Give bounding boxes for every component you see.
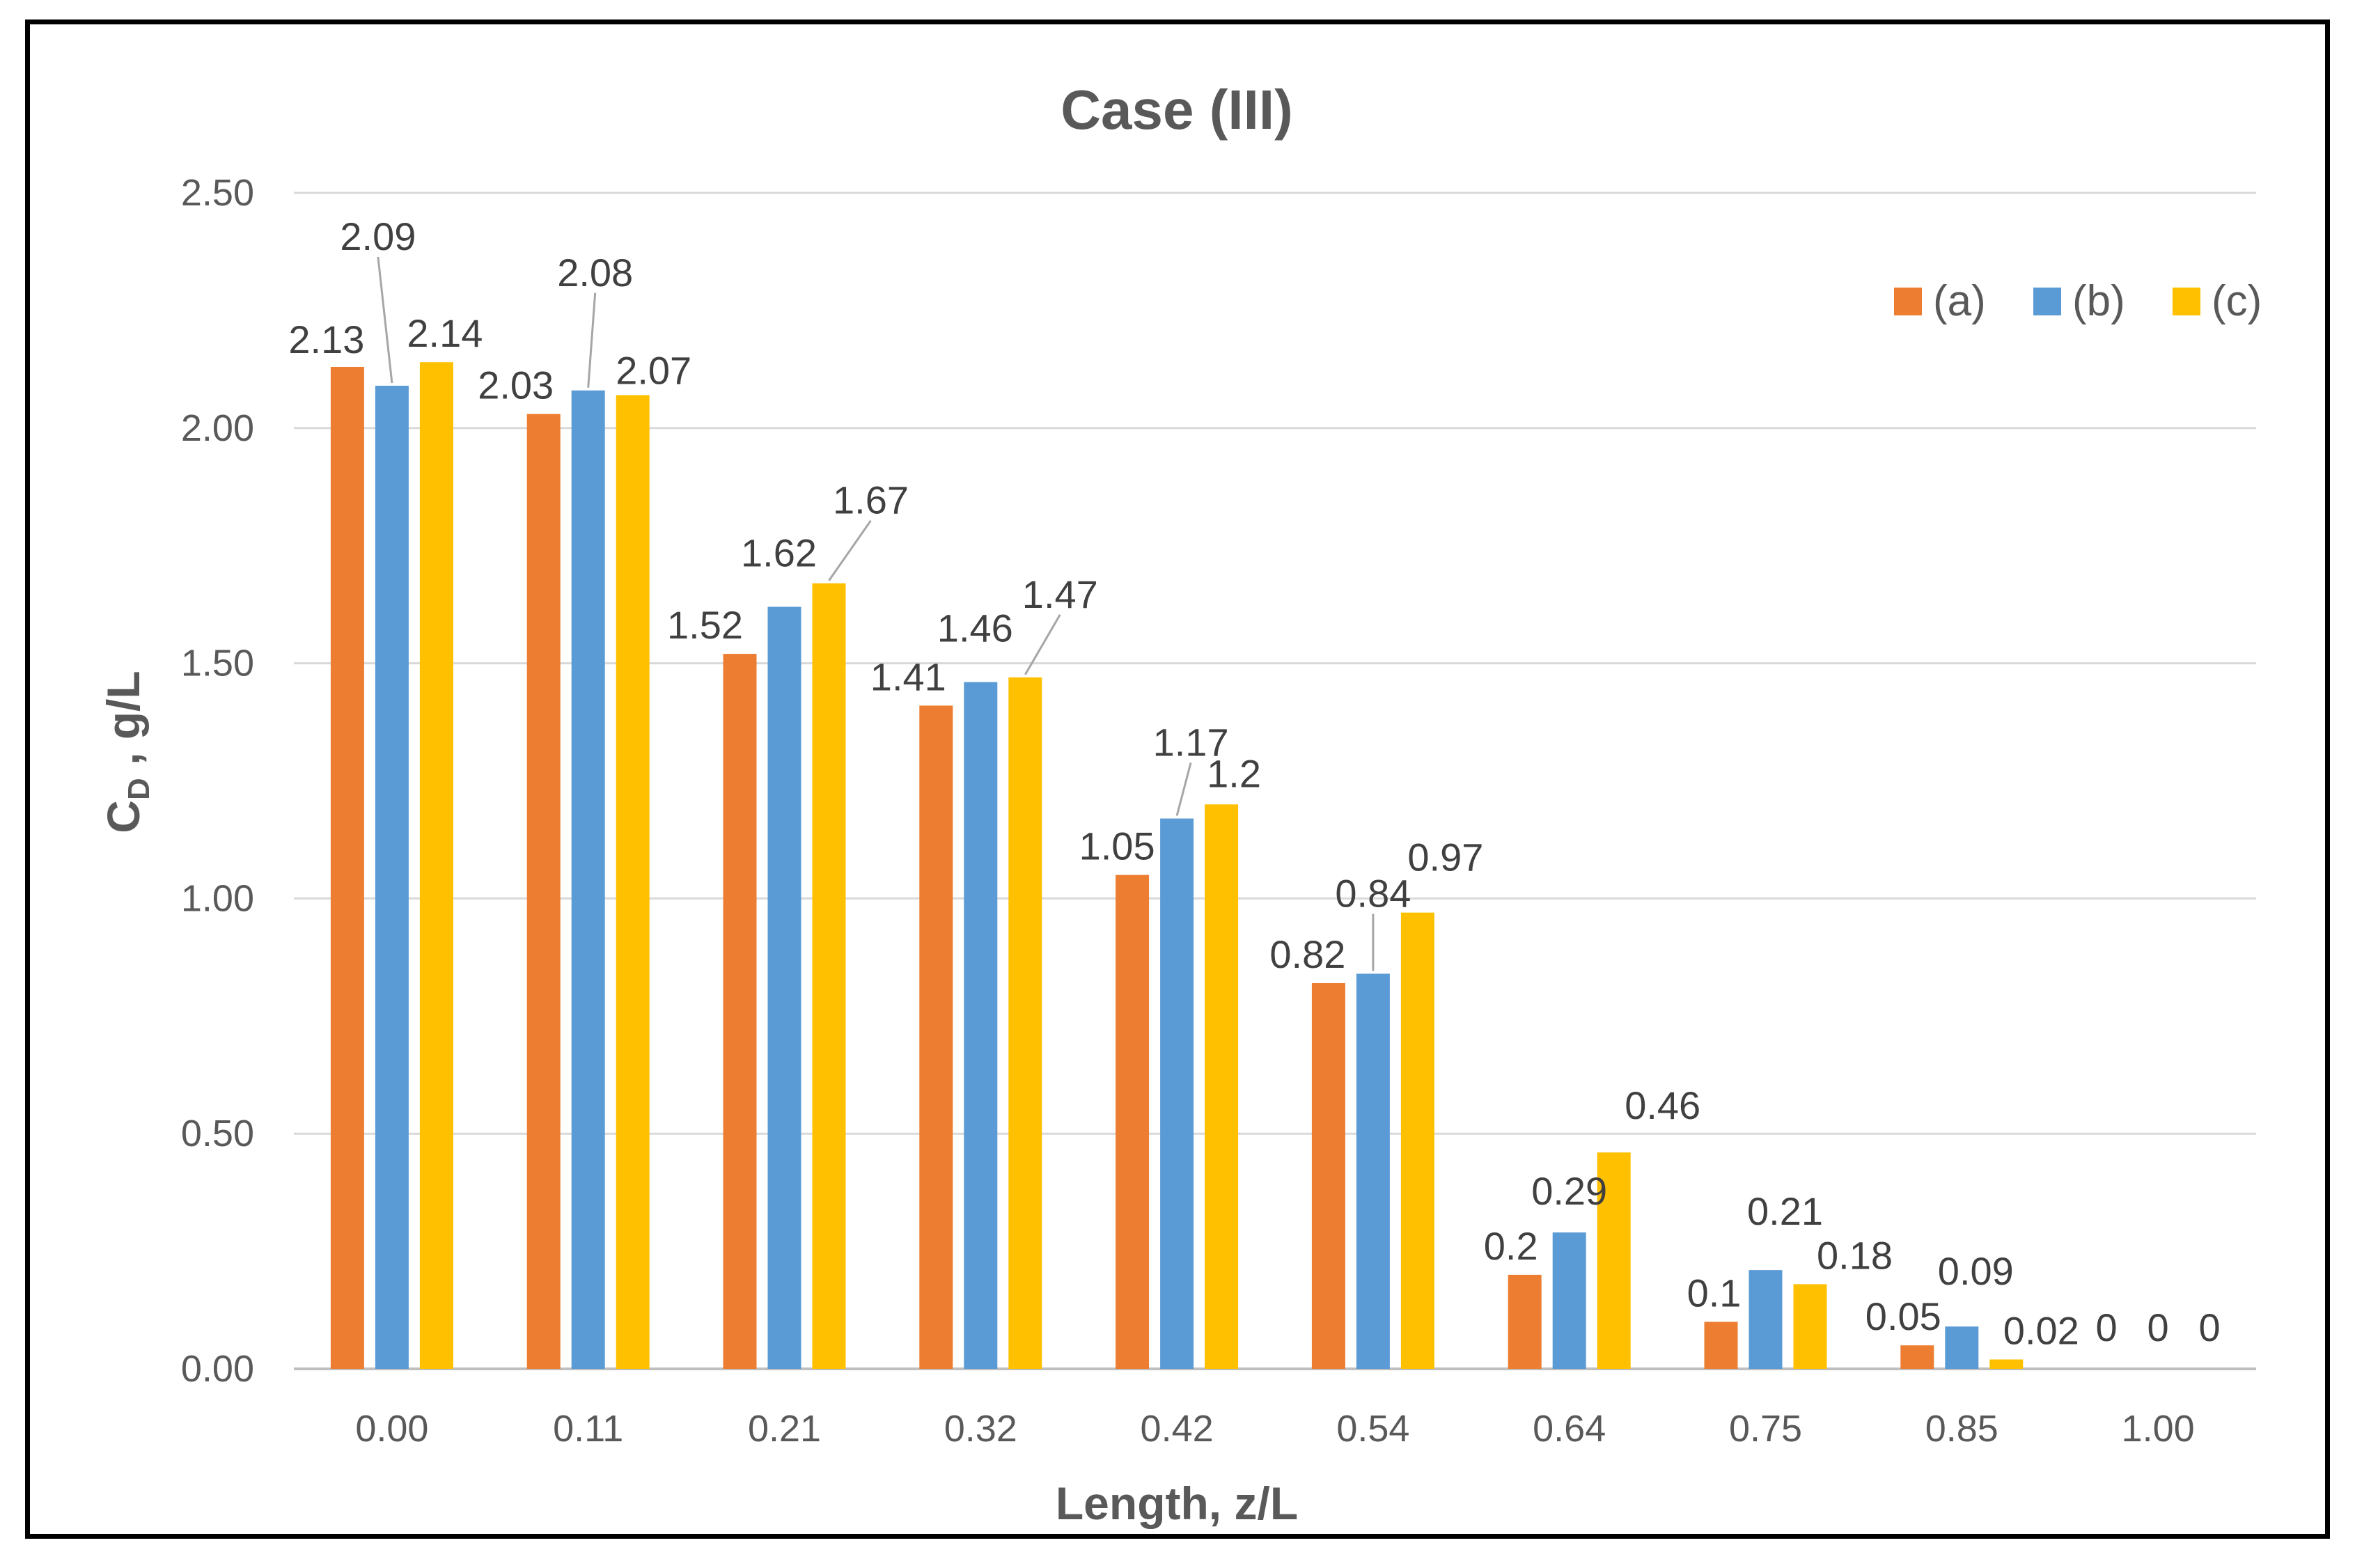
data-label: 1.17 <box>1153 721 1229 765</box>
leader-line <box>377 256 393 384</box>
data-label: 0 <box>2199 1306 2221 1349</box>
data-label: 2.08 <box>557 251 633 295</box>
bar <box>526 414 561 1369</box>
bar <box>1597 1152 1631 1369</box>
legend-swatch <box>2033 288 2061 315</box>
bar <box>1900 1345 1934 1369</box>
bar <box>1748 1270 1783 1369</box>
data-label: 0.46 <box>1625 1083 1700 1127</box>
data-label: 1.41 <box>870 654 946 698</box>
data-label: 2.09 <box>340 214 416 258</box>
data-label: 0 <box>2147 1306 2169 1349</box>
y-tick-label: 0.00 <box>181 1348 254 1390</box>
legend-swatch <box>2173 288 2200 315</box>
data-label: 0.97 <box>1407 836 1483 879</box>
data-label: 0.82 <box>1269 932 1345 976</box>
bar <box>812 583 846 1369</box>
x-tick-label: 0.64 <box>1533 1408 1606 1450</box>
bar <box>616 395 650 1369</box>
data-label: 2.07 <box>616 349 691 393</box>
data-label: 2.03 <box>478 363 554 407</box>
data-label: 0.05 <box>1865 1294 1941 1338</box>
bar <box>1311 983 1345 1369</box>
data-label: 0.84 <box>1335 871 1411 915</box>
data-label: 1.05 <box>1079 824 1155 868</box>
data-label: 0.21 <box>1747 1189 1823 1233</box>
data-label: 0.18 <box>1817 1233 1893 1277</box>
data-label: 1.67 <box>833 478 909 522</box>
y-tick-label: 0.50 <box>181 1113 254 1154</box>
data-label: 0.09 <box>1938 1249 2014 1293</box>
x-tick-label: 0.11 <box>553 1408 623 1450</box>
bar <box>1508 1274 1542 1369</box>
x-tick-label: 0.85 <box>1925 1408 1998 1450</box>
bar <box>1008 677 1042 1369</box>
data-label: 1.46 <box>937 606 1013 650</box>
bar <box>919 705 953 1369</box>
data-label: 0.02 <box>2003 1308 2079 1352</box>
bar <box>330 366 364 1370</box>
y-tick-label: 2.00 <box>181 407 254 449</box>
bar <box>571 390 605 1370</box>
bar <box>1989 1359 2024 1369</box>
data-label: 0.29 <box>1531 1169 1607 1213</box>
bar <box>1945 1326 1979 1369</box>
x-tick-label: 0.21 <box>748 1408 821 1450</box>
x-tick-label: 0.54 <box>1336 1408 1409 1450</box>
data-label: 2.13 <box>288 317 364 361</box>
bar <box>1116 875 1150 1369</box>
data-label: 1.62 <box>741 531 817 575</box>
legend-label: (a) <box>1933 277 1986 325</box>
x-tick-label: 1.00 <box>2122 1408 2195 1450</box>
data-label: 1.47 <box>1022 572 1098 616</box>
bar <box>964 682 998 1369</box>
bar <box>419 362 453 1369</box>
leader-line <box>828 519 872 581</box>
chart-title: Case (III) <box>1061 79 1292 141</box>
data-label: 2.14 <box>407 311 483 355</box>
bar <box>1205 804 1239 1369</box>
bar <box>767 606 801 1369</box>
bar <box>375 385 409 1369</box>
leader-line <box>1175 762 1192 816</box>
x-tick-label: 0.32 <box>944 1408 1017 1450</box>
x-tick-label: 0.00 <box>355 1408 428 1450</box>
legend-label: (b) <box>2072 277 2125 325</box>
leader-line <box>587 292 597 388</box>
bar <box>1400 912 1434 1369</box>
x-tick-label: 0.75 <box>1729 1408 1802 1450</box>
y-tick-label: 2.50 <box>181 172 254 214</box>
data-label: 1.52 <box>667 603 743 647</box>
y-axis-label: CD , g/L <box>97 671 156 833</box>
bar <box>1793 1284 1827 1369</box>
data-label: 0 <box>2096 1306 2118 1349</box>
bar <box>723 654 757 1369</box>
data-label: 1.2 <box>1207 751 1261 795</box>
leader-line <box>1024 614 1061 675</box>
legend-label: (c) <box>2212 277 2262 325</box>
x-axis-label: Length, z/L <box>1056 1477 1298 1529</box>
bar <box>1356 973 1390 1369</box>
x-tick-label: 0.42 <box>1141 1408 1214 1450</box>
data-label: 0.2 <box>1484 1224 1538 1268</box>
legend-swatch <box>1894 288 1922 315</box>
bar <box>1704 1322 1738 1369</box>
y-tick-label: 1.50 <box>181 643 254 684</box>
bar <box>1160 818 1194 1369</box>
y-tick-label: 1.00 <box>181 877 254 919</box>
data-label: 0.1 <box>1687 1271 1742 1315</box>
bar <box>1552 1232 1586 1369</box>
